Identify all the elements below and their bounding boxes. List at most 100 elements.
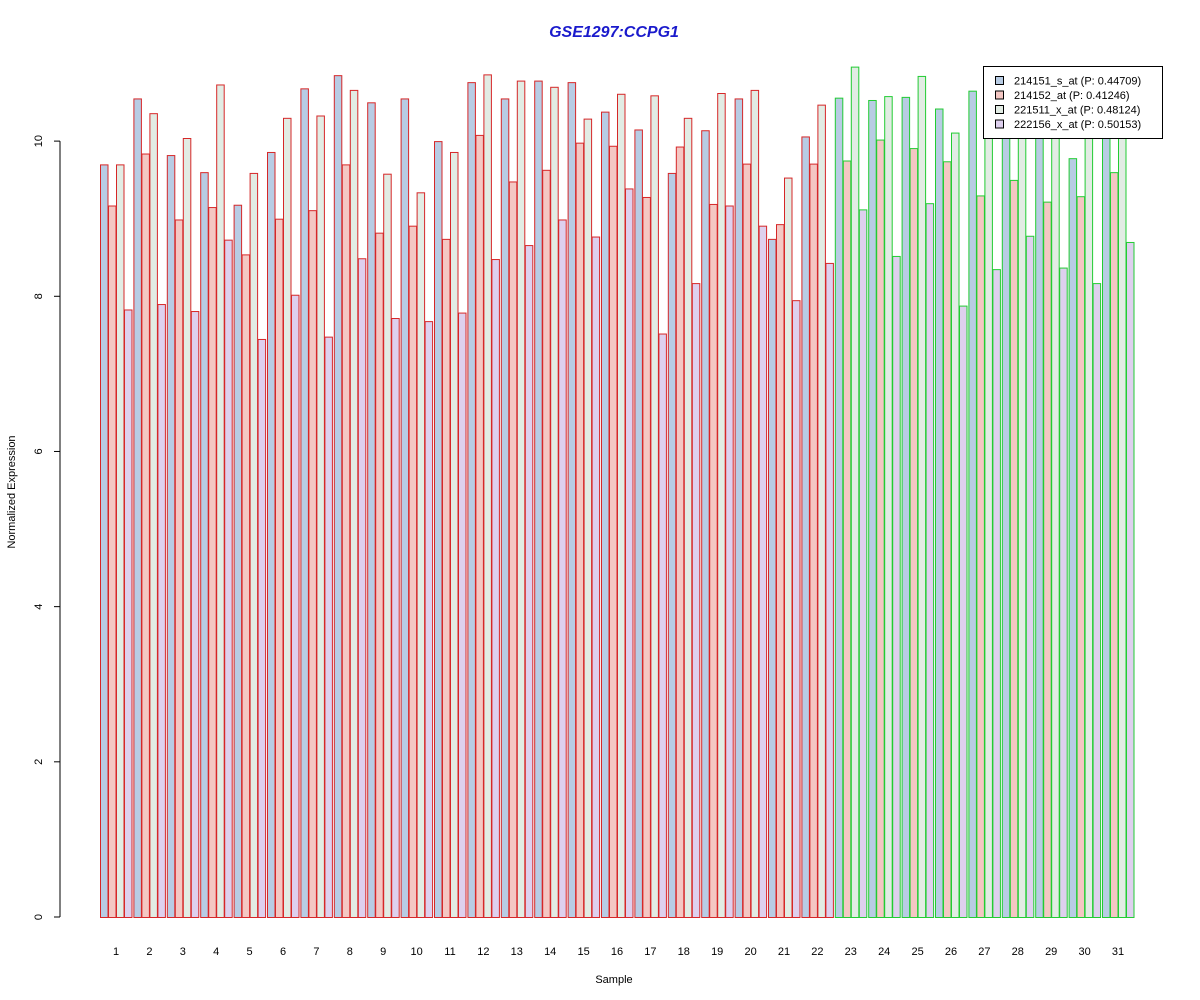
x-tick-label: 3 (180, 946, 186, 958)
bar-sample-1-series-4 (124, 309, 133, 918)
bar-sample-1-series-3 (116, 164, 125, 919)
legend: 214151_s_at (P: 0.44709) 214152_at (P: 0.… (983, 66, 1163, 139)
bar-sample-24-series-2 (876, 139, 885, 918)
x-tick-label: 4 (213, 946, 219, 958)
bar-sample-27-series-1 (968, 90, 977, 918)
bar-sample-14-series-1 (534, 80, 543, 918)
bar-sample-18-series-4 (691, 283, 701, 919)
bar-sample-30-series-2 (1076, 196, 1086, 918)
x-tick-label: 22 (811, 946, 823, 958)
bar-sample-26-series-1 (935, 108, 944, 918)
x-axis: 1 2 3 4 5 6 7 8 9 10 11 12 13 14 15 16 17 18 19 20 21 22 23 24 2… (113, 946, 1124, 958)
bar-sample-5-series-3 (249, 172, 259, 918)
bar-sample-25-series-3 (917, 75, 927, 919)
bar-sample-21-series-4 (792, 300, 801, 919)
bar-sample-16-series-4 (625, 188, 634, 919)
bar-sample-12-series-3 (483, 74, 492, 918)
bar-sample-24-series-3 (884, 96, 893, 919)
bar-sample-27-series-3 (984, 98, 993, 918)
legend-box (983, 66, 1163, 139)
bar-sample-25-series-4 (925, 203, 935, 918)
bar-sample-2-series-3 (149, 113, 158, 919)
bar-sample-29-series-2 (1043, 201, 1052, 919)
bar-sample-14-series-2 (542, 169, 551, 918)
legend-swatch (995, 105, 1004, 114)
x-tick-label: 14 (544, 946, 556, 958)
bar-sample-15-series-3 (583, 118, 593, 918)
y-axis: 0 2 4 6 8 10 (33, 135, 61, 920)
bar-sample-11-series-4 (458, 312, 467, 918)
bar-sample-18-series-1 (667, 172, 677, 918)
bar-sample-2-series-2 (141, 153, 150, 918)
bar-sample-2-series-4 (157, 304, 166, 919)
bar-sample-3-series-1 (166, 155, 176, 918)
x-tick-label: 27 (978, 946, 990, 958)
bar-sample-28-series-1 (1001, 121, 1011, 918)
bar-sample-31-series-4 (1126, 241, 1135, 919)
bar-sample-22-series-3 (817, 104, 826, 918)
y-tick-label: 0 (33, 914, 45, 920)
bar-sample-31-series-2 (1110, 172, 1119, 918)
bar-sample-7-series-3 (316, 115, 325, 918)
bar-sample-8-series-4 (357, 258, 367, 918)
x-tick-label: 13 (511, 946, 523, 958)
y-tick-label: 8 (33, 293, 45, 299)
bar-sample-3-series-4 (190, 311, 200, 919)
bar-sample-21-series-2 (776, 224, 785, 918)
bar-sample-24-series-4 (892, 255, 901, 919)
bar-sample-24-series-1 (868, 99, 877, 919)
bar-sample-2-series-1 (133, 98, 142, 918)
legend-swatch (995, 119, 1004, 129)
bar-sample-11-series-2 (442, 238, 451, 919)
x-tick-label: 21 (778, 946, 790, 958)
bar-sample-9-series-1 (367, 102, 376, 918)
legend-entry: 214151_s_at (P: 0.44709) (1014, 76, 1141, 88)
bar-sample-9-series-2 (375, 232, 384, 919)
bar-sample-8-series-2 (341, 164, 351, 919)
bar-sample-29-series-3 (1051, 113, 1060, 919)
x-tick-label: 6 (280, 946, 286, 958)
legend-entry: 214152_at (P: 0.41246) (1014, 90, 1130, 102)
x-tick-label: 1 (113, 946, 119, 958)
x-tick-label: 25 (911, 946, 923, 958)
bar-sample-1-series-1 (100, 164, 109, 919)
bar-sample-28-series-4 (1025, 235, 1035, 919)
x-tick-label: 28 (1012, 946, 1024, 958)
bar-sample-19-series-1 (701, 130, 710, 919)
x-tick-label: 15 (577, 946, 589, 958)
x-tick-label: 19 (711, 946, 723, 958)
bar-sample-11-series-3 (450, 151, 459, 918)
bar-sample-30-series-1 (1068, 158, 1078, 919)
x-tick-label: 30 (1078, 946, 1090, 958)
legend-swatch (995, 76, 1004, 85)
bar-sample-20-series-1 (734, 98, 744, 918)
bar-sample-22-series-1 (801, 136, 810, 918)
bar-sample-22-series-4 (825, 262, 834, 919)
x-tick-label: 8 (347, 946, 353, 958)
bar-sample-6-series-1 (267, 151, 276, 918)
bar-sample-31-series-3 (1118, 117, 1127, 918)
bar-sample-17-series-4 (658, 333, 667, 918)
bar-sample-29-series-1 (1035, 129, 1044, 918)
bar-sample-15-series-1 (567, 82, 577, 918)
bar-sample-10-series-4 (424, 321, 434, 919)
bar-sample-30-series-3 (1084, 133, 1094, 919)
bar-sample-13-series-1 (500, 98, 510, 918)
y-axis-label: Normalized Expression (6, 435, 18, 548)
x-tick-label: 20 (744, 946, 756, 958)
bar-sample-8-series-1 (333, 75, 343, 918)
bar-sample-25-series-1 (901, 96, 911, 919)
bar-sample-20-series-4 (758, 225, 768, 919)
bar-sample-29-series-4 (1059, 267, 1068, 918)
bar-sample-26-series-3 (951, 132, 960, 918)
bar-sample-21-series-1 (768, 238, 777, 919)
bar-sample-30-series-4 (1092, 283, 1102, 919)
bar-sample-20-series-3 (750, 89, 760, 919)
x-tick-label: 29 (1045, 946, 1057, 958)
bar-sample-16-series-1 (601, 111, 610, 918)
x-tick-label: 7 (313, 946, 319, 958)
bar-sample-27-series-2 (976, 195, 985, 919)
bar-sample-23-series-4 (858, 209, 868, 918)
y-tick-label: 4 (33, 604, 45, 610)
